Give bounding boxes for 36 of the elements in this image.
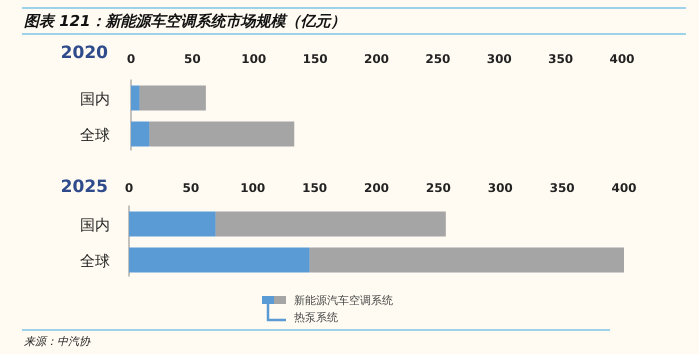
x-tick-label: 250	[426, 181, 451, 195]
chart-title: 图表 121：新能源车空调系统市场规模（亿元）	[24, 12, 346, 30]
x-tick-label: 150	[302, 52, 328, 66]
x-tick-label: 100	[241, 52, 266, 66]
chart-subtitle: 2025	[60, 177, 108, 197]
bar	[140, 86, 206, 110]
legend-label: 热泵系统	[294, 311, 338, 324]
source-note: 来源：中汽协	[24, 335, 91, 348]
x-tick-label: 400	[611, 181, 637, 195]
bar	[216, 212, 446, 236]
y-tick-label: 国内	[80, 90, 110, 108]
x-tick-label: 200	[364, 52, 390, 66]
y-tick-label: 全球	[80, 126, 110, 144]
x-tick-label: 50	[184, 52, 201, 66]
x-tick-label: 150	[302, 181, 328, 195]
bar	[310, 248, 624, 272]
x-tick-label: 400	[609, 52, 635, 66]
bar	[149, 122, 294, 146]
x-tick-label: 300	[486, 52, 512, 66]
legend-label: 新能源汽车空调系统	[294, 294, 393, 307]
x-tick-label: 0	[124, 181, 134, 195]
x-tick-label: 350	[548, 52, 574, 66]
x-tick-label: 350	[550, 181, 575, 195]
chart-subtitle: 2020	[60, 43, 108, 63]
y-tick-label: 国内	[80, 216, 110, 234]
x-tick-label: 100	[240, 181, 266, 195]
y-tick-label: 全球	[80, 252, 110, 270]
x-tick-label: 250	[425, 52, 450, 66]
x-tick-label: 50	[182, 181, 200, 195]
x-tick-label: 300	[488, 181, 513, 195]
bar	[131, 86, 140, 110]
x-tick-label: 200	[364, 181, 390, 195]
bar	[129, 212, 216, 236]
x-tick-label: 0	[126, 52, 136, 66]
bar	[131, 122, 150, 146]
bar	[129, 248, 310, 272]
